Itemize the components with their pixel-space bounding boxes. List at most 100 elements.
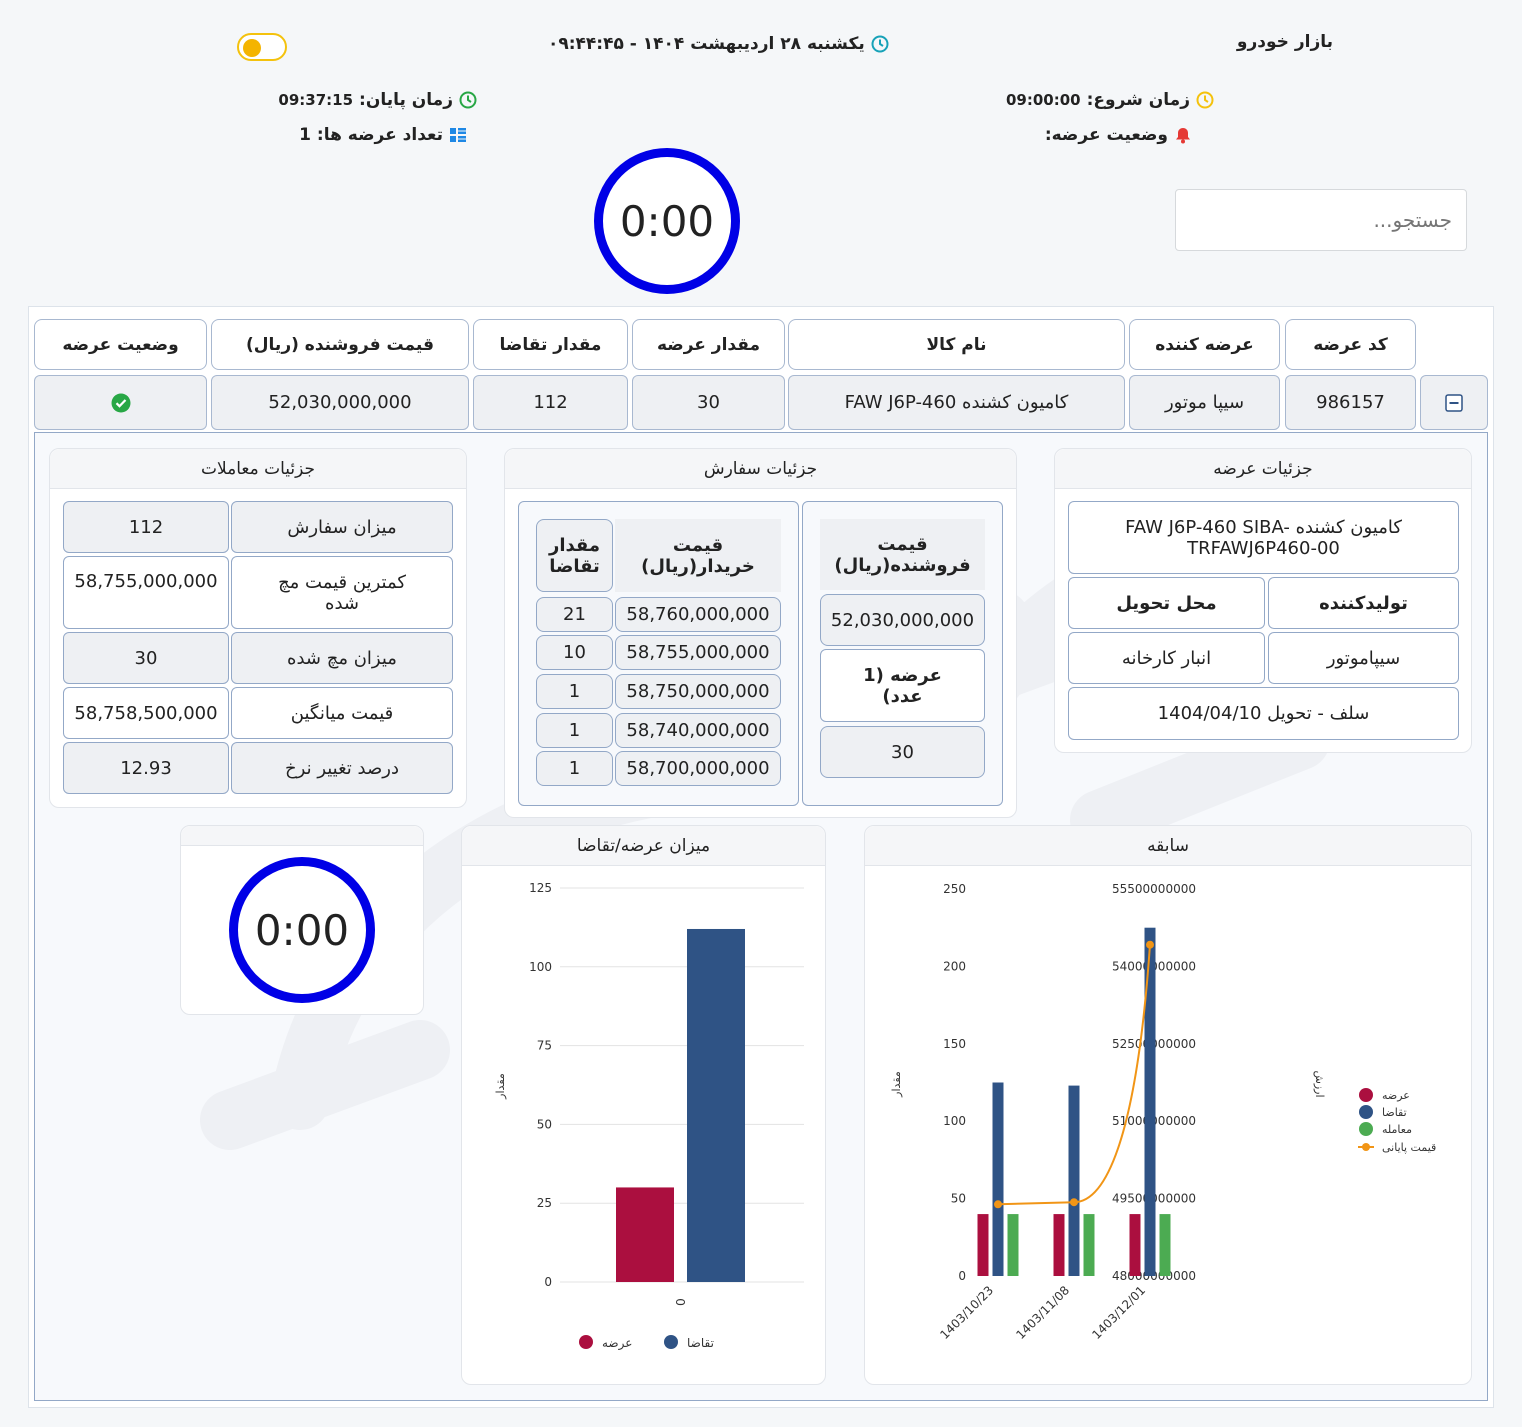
legend-label: عرضه (1382, 1089, 1410, 1102)
legend-final-price-marker (1362, 1143, 1370, 1151)
clock-icon (1196, 91, 1214, 109)
trade-label-cell: کمترین قیمت مچ شده (231, 556, 453, 629)
minus-square-icon (1445, 393, 1463, 412)
row-seller-price: 52,030,000,000 (211, 375, 469, 430)
legend-demand-marker (664, 1335, 678, 1349)
x-tick-label: 1403/12/01 (1089, 1283, 1148, 1342)
offer-qty-header: عرضه (1 عدد) (820, 649, 985, 722)
buyer-price-header: قیمت خریدار(ریال) (615, 519, 781, 592)
x-tick-label: 1403/10/23 (937, 1283, 996, 1342)
bar-supply (616, 1187, 674, 1282)
check-circle-icon (111, 393, 130, 412)
supply-demand-chart: 0 25 50 75 100 125 مقدار 0 عرضه تقاضا (494, 881, 804, 1351)
trade-value-cell: 30 (63, 632, 229, 684)
delivery-label: محل تحویل (1068, 577, 1265, 629)
legend-demand-marker (1359, 1105, 1373, 1119)
order-qty-cell: 1 (536, 713, 613, 748)
small-countdown-timer: 0:00 (229, 857, 375, 1003)
datetime-display: یکشنبه ۲۸ اردیبهشت ۱۴۰۴ - ۰۹:۴۴:۴۵ (548, 32, 889, 56)
final-price-point (994, 1200, 1002, 1209)
list-icon (450, 128, 466, 142)
y-tick-label: 250 (943, 882, 966, 896)
supply-demand-chart-title: میزان عرضه/تقاضا (462, 826, 825, 866)
header-offer-code[interactable]: کد عرضه (1285, 319, 1416, 370)
bar-trade (1159, 1214, 1171, 1276)
legend-supply-marker (579, 1335, 593, 1349)
y-tick-label: 25 (537, 1196, 552, 1210)
legend-trade-marker (1359, 1122, 1373, 1136)
bar-demand (992, 1082, 1004, 1276)
header-offer-status[interactable]: وضعیت عرضه (34, 319, 207, 370)
row-supply-qty: 30 (632, 375, 785, 430)
x-tick-label: 1403/11/08 (1013, 1283, 1072, 1342)
header-demand-qty[interactable]: مقدار تقاضا (473, 319, 628, 370)
market-name: بازار خودرو (1236, 32, 1333, 52)
countdown-timer: 0:00 (594, 148, 740, 294)
trade-label-cell: درصد تغییر نرخ (231, 742, 453, 794)
theme-toggle[interactable] (237, 33, 287, 61)
final-price-point (1146, 940, 1154, 949)
offer-details-title: جزئیات عرضه (1055, 449, 1471, 489)
trade-value-cell: 112 (63, 501, 229, 553)
bar-trade (1083, 1214, 1095, 1276)
history-chart: 0501001502002504800000000049500000000510… (890, 882, 1436, 1342)
order-price-cell: 58,755,000,000 (615, 635, 781, 670)
order-qty-cell: 1 (536, 751, 613, 786)
legend-label: قیمت پایانی (1382, 1141, 1436, 1154)
trade-label-cell: میزان سفارش (231, 501, 453, 553)
y-axis-label: مقدار (494, 1073, 507, 1100)
offer-qty-value: 30 (820, 726, 985, 778)
y-tick-label: 100 (943, 1114, 966, 1128)
start-time-value: 09:00:00 (1005, 91, 1081, 109)
clock-icon (871, 35, 889, 53)
header-seller-price[interactable]: قیمت فروشنده (ریال) (211, 319, 469, 370)
order-qty-cell: 10 (536, 635, 613, 670)
header-supplier[interactable]: عرضه کننده (1129, 319, 1280, 370)
bar-demand (687, 928, 745, 1282)
row-offer-code: 986157 (1285, 375, 1416, 430)
bar-supply (977, 1214, 989, 1276)
producer-label: تولیدکننده (1268, 577, 1459, 629)
y-tick-label: 0 (958, 1269, 966, 1283)
datetime-text: یکشنبه ۲۸ اردیبهشت ۱۴۰۴ - ۰۹:۴۴:۴۵ (548, 34, 865, 54)
end-time-label: زمان پایان: (359, 90, 453, 110)
offer-status-label: وضعیت عرضه: (1044, 125, 1168, 145)
y-tick-label: 125 (529, 881, 552, 895)
bar-supply (1129, 1214, 1141, 1276)
delivery-value: انبار کارخانه (1068, 632, 1265, 684)
offers-count-label: تعداد عرضه ها: (316, 125, 443, 145)
row-supplier: سیپا موتور (1129, 375, 1280, 430)
offers-count-value: 1 (299, 125, 311, 145)
y-tick-label: 50 (537, 1117, 552, 1131)
header-supply-qty[interactable]: مقدار عرضه (632, 319, 785, 370)
legend-label: معامله (1382, 1123, 1412, 1136)
legend-label: تقاضا (1382, 1106, 1407, 1119)
order-price-cell: 58,750,000,000 (615, 674, 781, 709)
y2-axis-label: ارزش (1313, 1070, 1326, 1097)
y-axis-label: مقدار (890, 1071, 903, 1098)
trade-label-cell: میزان مچ شده (231, 632, 453, 684)
legend-demand-label: تقاضا (687, 1336, 714, 1350)
history-chart-panel: سابقه (864, 825, 1472, 1385)
trade-value-cell: 58,758,500,000 (63, 687, 229, 739)
end-time: زمان پایان: 09:37:15 (278, 88, 477, 112)
y-tick-label: 50 (951, 1192, 966, 1206)
y-tick-label: 150 (943, 1037, 966, 1051)
bar-demand (1144, 927, 1156, 1276)
start-time-label: زمان شروع: (1086, 90, 1190, 110)
bar-supply (1053, 1214, 1065, 1276)
trade-label-cell: قیمت میانگین (231, 687, 453, 739)
header-product[interactable]: نام کالا (788, 319, 1125, 370)
small-timer-head (181, 826, 423, 846)
order-details-title: جزئیات سفارش (505, 449, 1016, 489)
y-tick-label: 100 (529, 960, 552, 974)
end-time-value: 09:37:15 (278, 91, 354, 109)
seller-price-header: قیمت فروشنده(ریال) (820, 519, 985, 590)
order-qty-cell: 1 (536, 674, 613, 709)
search-input[interactable] (1175, 189, 1467, 251)
demand-qty-header: مقدار تقاضا (536, 519, 613, 592)
row-status (34, 375, 207, 430)
collapse-row-button[interactable] (1420, 375, 1488, 430)
y-tick-label: 75 (537, 1039, 552, 1053)
row-product: کامیون کشنده FAW J6P-460 (788, 375, 1125, 430)
